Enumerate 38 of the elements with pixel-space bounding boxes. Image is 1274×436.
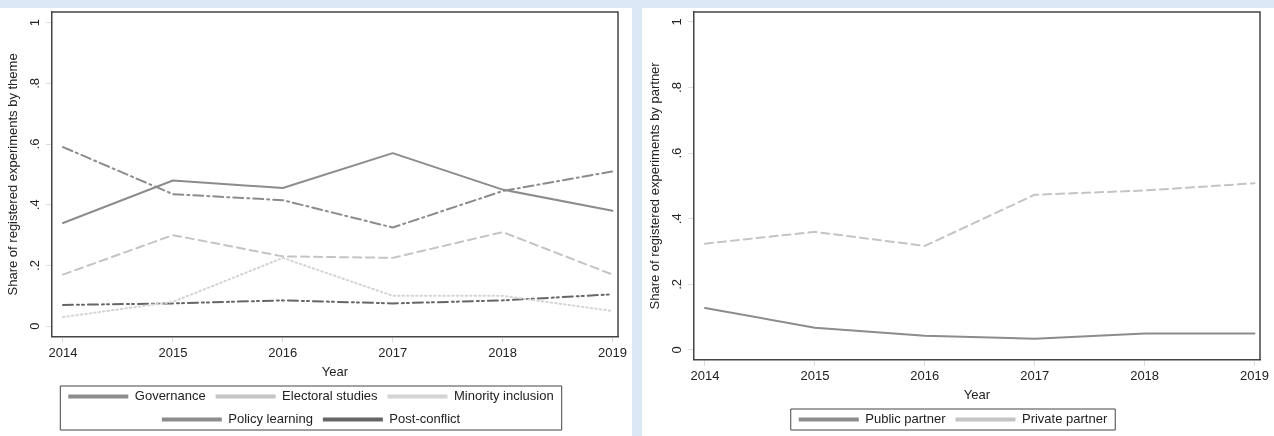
legend-label: Minority inclusion bbox=[454, 388, 554, 404]
y-tick-label: 1 bbox=[669, 18, 685, 26]
y-tick-label: .6 bbox=[27, 138, 43, 150]
y-tick-label: .2 bbox=[27, 260, 43, 271]
y-tick-label: 0 bbox=[27, 322, 43, 330]
legend-label: Private partner bbox=[1021, 411, 1108, 427]
x-tick-label: 2015 bbox=[800, 368, 830, 384]
line-series bbox=[61, 231, 614, 276]
legend-label: Governance bbox=[134, 388, 206, 404]
x-tick-label: 2017 bbox=[378, 345, 408, 361]
legend-label: Policy learning bbox=[228, 411, 313, 427]
y-tick-label: .8 bbox=[27, 77, 43, 89]
x-axis-title: Year bbox=[963, 386, 991, 402]
line-series bbox=[703, 182, 1256, 247]
line-series bbox=[61, 256, 614, 319]
y-axis-title: Share of registered experiments by theme bbox=[5, 53, 21, 296]
y-tick-label: .2 bbox=[669, 278, 685, 290]
legend-label: Electoral studies bbox=[282, 388, 378, 404]
y-tick-label: .6 bbox=[669, 147, 685, 159]
legend-label: Public partner bbox=[865, 411, 947, 427]
x-tick-label: 2014 bbox=[48, 345, 78, 361]
y-tick-label: 0 bbox=[669, 346, 685, 354]
x-tick-label: 2019 bbox=[598, 345, 627, 361]
y-tick-label: .4 bbox=[27, 199, 43, 211]
legend-label: Post-conflict bbox=[389, 411, 461, 427]
y-axis-title: Share of registered experiments by partner bbox=[647, 61, 663, 310]
x-tick-label: 2017 bbox=[1020, 368, 1050, 384]
y-tick-label: .4 bbox=[669, 213, 685, 225]
x-tick-label: 2016 bbox=[268, 345, 298, 361]
x-tick-label: 2014 bbox=[690, 368, 720, 384]
x-tick-label: 2019 bbox=[1240, 368, 1269, 384]
x-tick-label: 2018 bbox=[1130, 368, 1160, 384]
x-tick-label: 2016 bbox=[910, 368, 940, 384]
x-axis-title: Year bbox=[321, 363, 349, 379]
y-tick-label: .8 bbox=[669, 82, 685, 93]
x-tick-label: 2018 bbox=[488, 345, 518, 361]
y-tick-label: 1 bbox=[27, 19, 43, 27]
x-tick-label: 2015 bbox=[158, 345, 188, 361]
